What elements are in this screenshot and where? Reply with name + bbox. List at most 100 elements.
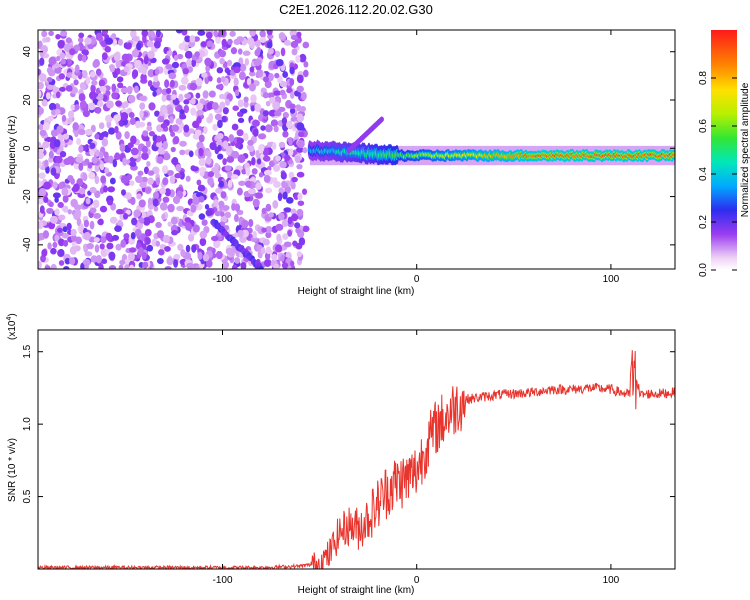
noise-blob [67, 209, 73, 215]
noise-blob [265, 100, 271, 107]
noise-blob [294, 222, 301, 229]
noise-blob [273, 180, 281, 188]
snr-ticks: -100 0 100 0.5 1.0 1.5 [22, 330, 675, 586]
noise-blob [162, 152, 171, 161]
noise-blob [257, 133, 266, 140]
noise-blob [156, 257, 164, 265]
noise-blob [38, 81, 44, 90]
noise-blob [75, 236, 82, 245]
noise-blob [117, 82, 124, 89]
noise-blob [115, 100, 122, 107]
noise-blob [282, 111, 289, 119]
noise-blob [218, 30, 226, 37]
noise-blob [108, 251, 116, 261]
noise-blob [260, 125, 266, 131]
noise-blob [220, 216, 228, 223]
noise-blob [243, 100, 249, 108]
noise-blob [302, 225, 310, 233]
noise-blob [81, 69, 88, 79]
noise-blob [63, 266, 70, 269]
noise-blob [147, 80, 153, 87]
y-tick-label: 0.5 [22, 489, 33, 503]
noise-blob [89, 207, 97, 214]
noise-blob [39, 205, 45, 214]
noise-blob [171, 156, 179, 166]
noise-blob [145, 237, 151, 245]
noise-blob [262, 155, 271, 162]
noise-blob [100, 236, 107, 244]
noise-blob [131, 217, 138, 226]
noise-blob [90, 71, 96, 78]
noise-blob [289, 91, 295, 99]
noise-blob [182, 67, 189, 75]
noise-blob [76, 137, 81, 146]
noise-blob [184, 35, 191, 43]
noise-blob [38, 188, 47, 197]
spectrogram-panel: -100 0 100 -40 -20 0 20 40 Height of straight l… [7, 29, 676, 297]
noise-blob [105, 90, 111, 96]
noise-blob [99, 243, 105, 250]
noise-blob [43, 181, 52, 190]
noise-blob [189, 82, 198, 91]
noise-blob [271, 253, 278, 261]
noise-blob [58, 73, 66, 80]
noise-blob [135, 175, 143, 184]
noise-blob [59, 52, 66, 60]
noise-blob [207, 171, 215, 178]
noise-blob [272, 101, 281, 110]
noise-blob [295, 227, 301, 234]
noise-blob [109, 64, 116, 73]
noise-blob [297, 192, 303, 201]
noise-blob [82, 183, 88, 190]
noise-blob [237, 48, 243, 55]
noise-blob [109, 177, 116, 185]
noise-blob [281, 262, 289, 269]
colorbar-gradient [711, 30, 737, 270]
noise-blob [249, 66, 255, 73]
noise-blob [201, 72, 208, 78]
noise-blob [277, 106, 286, 113]
noise-blob [99, 163, 105, 171]
noise-blob [78, 32, 85, 39]
noise-blob [41, 99, 48, 107]
noise-blob [78, 93, 86, 102]
noise-blob [164, 79, 170, 88]
noise-blob [146, 160, 151, 167]
noise-blob [202, 90, 209, 99]
noise-blob [116, 76, 124, 83]
noise-blob [215, 36, 221, 44]
x-tick-label: -100 [212, 575, 232, 586]
noise-blob [54, 208, 60, 216]
spectrogram-chirp-layer [210, 218, 264, 269]
snr-series-line [38, 350, 675, 569]
noise-blob [233, 77, 239, 87]
noise-blob [54, 67, 62, 74]
noise-blob [54, 234, 60, 242]
noise-blob [254, 49, 261, 57]
noise-blob [165, 94, 172, 101]
noise-blob [283, 39, 291, 46]
noise-blob [249, 71, 256, 77]
noise-blob [251, 156, 256, 166]
noise-blob [245, 167, 251, 176]
noise-blob [289, 108, 296, 114]
noise-blob [105, 232, 113, 241]
noise-blob [169, 116, 174, 124]
y-tick-label: 40 [22, 46, 33, 58]
noise-blob [196, 116, 202, 124]
noise-blob [38, 172, 46, 179]
colorbar-tick-label: 0.0 [698, 263, 709, 277]
noise-blob [224, 211, 232, 219]
noise-blob [58, 181, 64, 190]
noise-blob [296, 85, 304, 93]
noise-blob [229, 30, 236, 37]
noise-blob [247, 139, 254, 146]
noise-blob [120, 87, 129, 94]
noise-blob [296, 251, 302, 258]
noise-blob [199, 167, 207, 173]
colorbar-label: Normalized spectral amplitude [740, 82, 750, 217]
noise-blob [176, 205, 185, 212]
noise-blob [146, 40, 154, 48]
noise-blob [247, 188, 256, 195]
noise-blob [170, 216, 178, 225]
